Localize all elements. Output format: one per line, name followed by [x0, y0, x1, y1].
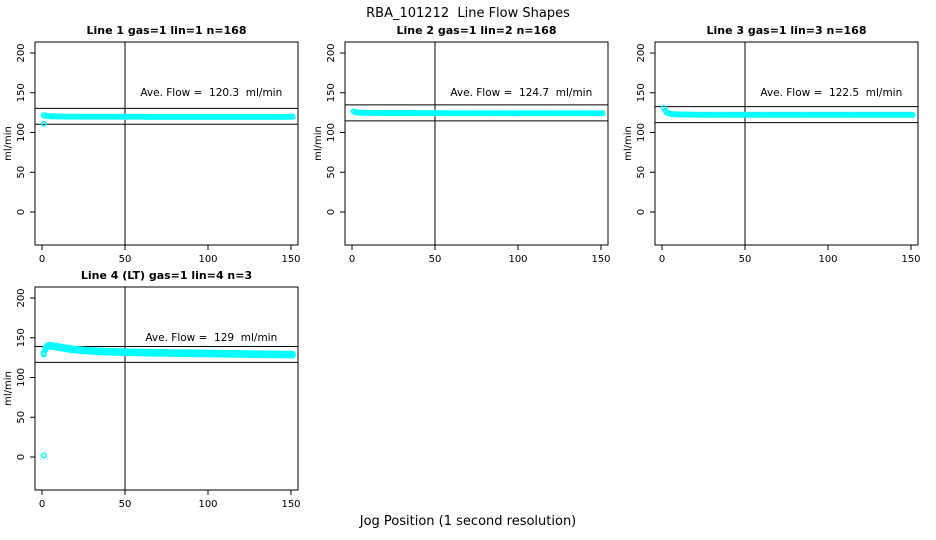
- ave-flow-annotation: Ave. Flow = 129 ml/min: [145, 332, 277, 344]
- y-tick-label: 150: [636, 83, 647, 102]
- x-tick-label: 100: [818, 254, 837, 265]
- panel-title: Line 1 gas=1 lin=1 n=168: [86, 24, 246, 37]
- panel-title: Line 4 (LT) gas=1 lin=4 n=3: [81, 269, 252, 282]
- y-axis-label: ml/min: [3, 371, 14, 406]
- y-tick-label: 0: [16, 209, 27, 215]
- panel-4: Line 4 (LT) gas=1 lin=4 n=3 Ave. Flow = 1…: [3, 269, 301, 510]
- data-points: [40, 341, 296, 459]
- x-tick-label: 150: [901, 254, 920, 265]
- y-axis-label: ml/min: [3, 126, 14, 161]
- y-tick-label: 100: [326, 123, 337, 142]
- y-tick-label: 0: [636, 209, 647, 215]
- y-tick-label: 0: [16, 454, 27, 460]
- panel-title: Line 2 gas=1 lin=2 n=168: [396, 24, 556, 37]
- ave-flow-annotation: Ave. Flow = 122.5 ml/min: [760, 87, 902, 99]
- x-tick-label: 0: [39, 499, 45, 510]
- plot-box: [34, 41, 299, 246]
- y-tick-label: 50: [636, 166, 647, 179]
- data-point: [289, 350, 296, 357]
- data-point: [599, 110, 606, 117]
- y-axis-label: ml/min: [313, 126, 324, 161]
- y-tick-label: 100: [16, 123, 27, 142]
- x-tick-label: 150: [591, 254, 610, 265]
- x-tick-label: 0: [659, 254, 665, 265]
- plot-box: [344, 41, 609, 246]
- y-tick-label: 100: [16, 368, 27, 387]
- ave-flow-annotation: Ave. Flow = 120.3 ml/min: [140, 87, 282, 99]
- data-points: [40, 112, 296, 127]
- panel-2: Line 2 gas=1 lin=2 n=168 Ave. Flow = 124.…: [313, 24, 611, 265]
- x-tick-label: 50: [119, 254, 132, 265]
- data-point: [289, 113, 296, 120]
- y-tick-label: 200: [326, 43, 337, 62]
- y-tick-label: 200: [16, 288, 27, 307]
- plot-box: [654, 41, 919, 246]
- panel-3: Line 3 gas=1 lin=3 n=168 Ave. Flow = 122.…: [623, 24, 921, 265]
- y-axis-label: ml/min: [623, 126, 634, 161]
- y-tick-label: 200: [16, 43, 27, 62]
- y-tick-label: 150: [16, 83, 27, 102]
- x-tick-label: 100: [508, 254, 527, 265]
- outlier-point: [40, 120, 47, 127]
- data-points: [660, 104, 916, 118]
- panel-title: Line 3 gas=1 lin=3 n=168: [706, 24, 866, 37]
- plot-box: [34, 286, 299, 491]
- y-tick-label: 100: [636, 123, 647, 142]
- data-points: [350, 108, 606, 117]
- x-tick-label: 150: [281, 254, 300, 265]
- y-tick-label: 50: [16, 166, 27, 179]
- x-tick-label: 0: [349, 254, 355, 265]
- y-tick-label: 200: [636, 43, 647, 62]
- y-tick-label: 0: [326, 209, 337, 215]
- x-tick-label: 0: [39, 254, 45, 265]
- x-tick-label: 100: [198, 254, 217, 265]
- x-tick-label: 100: [198, 499, 217, 510]
- y-tick-label: 50: [16, 411, 27, 424]
- panel-1: Line 1 gas=1 lin=1 n=168 Ave. Flow = 120.…: [3, 24, 301, 265]
- x-tick-label: 50: [429, 254, 442, 265]
- main-title: RBA_101212 Line Flow Shapes: [366, 6, 570, 21]
- y-tick-label: 150: [16, 328, 27, 347]
- y-tick-label: 50: [326, 166, 337, 179]
- shared-x-axis-label: Jog Position (1 second resolution): [359, 514, 577, 529]
- outlier-point: [40, 452, 47, 459]
- x-tick-label: 150: [281, 499, 300, 510]
- x-tick-label: 50: [739, 254, 752, 265]
- y-tick-label: 150: [326, 83, 337, 102]
- data-point: [909, 111, 916, 118]
- ave-flow-annotation: Ave. Flow = 124.7 ml/min: [450, 87, 592, 99]
- x-tick-label: 50: [119, 499, 132, 510]
